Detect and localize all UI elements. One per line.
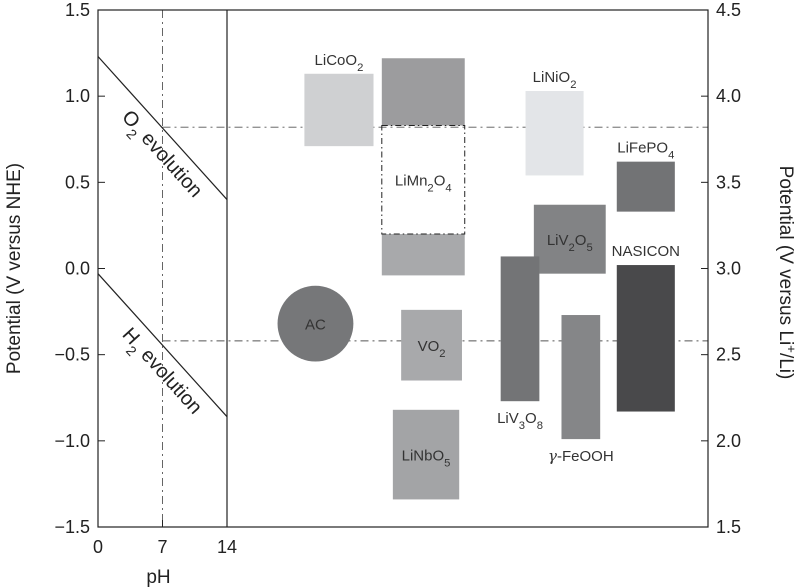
h2-evolution-label: H2 evolution [113, 324, 206, 423]
limn2o4-label: LiMn2O4 [395, 173, 452, 195]
right-axis-tick-label: 3.0 [716, 259, 741, 279]
licoo2-mark [304, 73, 374, 147]
linio2-mark [525, 90, 584, 176]
linbo5-label: LiNbO5 [402, 448, 451, 470]
left-axis-tick-label: 1.5 [65, 0, 90, 20]
linbo5-mark [392, 409, 460, 500]
right-axis-title: Potential (V versus Li+/Li) [775, 166, 800, 380]
left-axis-tick-label: 1.0 [65, 86, 90, 106]
linio2-label: LiNiO2 [533, 69, 577, 91]
nasicon-label: NASICON [612, 243, 680, 260]
nasicon-mark [616, 265, 675, 412]
limn2o4-range-box [381, 124, 466, 235]
left-axis-tick-label: 0.0 [65, 259, 90, 279]
vo2-label: VO2 [418, 338, 446, 360]
x-axis-tick-label: 0 [93, 537, 103, 557]
right-axis-tick-label: 4.0 [716, 86, 741, 106]
liv3o8-mark [500, 256, 540, 402]
ac-mark [277, 285, 354, 362]
h2-evolution-line [97, 273, 228, 418]
left-axis-tick-label: 0.5 [65, 172, 90, 192]
right-axis-tick-label: 3.5 [716, 172, 741, 192]
left-axis-title: Potential (V versus NHE) [4, 163, 25, 374]
x-axis-tick-label: 7 [157, 537, 167, 557]
liv2o5-mark [533, 204, 606, 274]
o2-evolution-label: O2 evolution [113, 106, 207, 206]
ac-label: AC [305, 317, 326, 334]
left-axis-tick-label: −1.0 [54, 431, 90, 451]
liv3o8-label: LiV3O8 [497, 410, 543, 432]
left-axis-tick-label: −0.5 [54, 345, 90, 365]
feooh-mark [561, 315, 601, 440]
right-axis-tick-label: 2.0 [716, 431, 741, 451]
right-axis-tick-label: 4.5 [716, 0, 741, 20]
vo2-mark [401, 309, 462, 381]
x-axis-title: pH [146, 567, 170, 587]
left-axis-tick-label: −1.5 [54, 517, 90, 537]
x-axis-tick-label: 14 [217, 537, 237, 557]
right-axis-tick-label: 1.5 [716, 517, 741, 537]
feooh-label: γ-FeOOH [548, 447, 614, 465]
limn2o4-lower-mark [381, 234, 465, 276]
licoo2-label: LiCoO2 [315, 52, 364, 74]
liv2o5-label: LiV2O5 [547, 232, 593, 254]
lifepo4-label: LiFePO4 [617, 140, 674, 162]
limn2o4-upper-mark [381, 58, 465, 126]
o2-evolution-line [97, 56, 228, 200]
right-axis-tick-label: 2.5 [716, 345, 741, 365]
lifepo4-mark [616, 161, 675, 212]
